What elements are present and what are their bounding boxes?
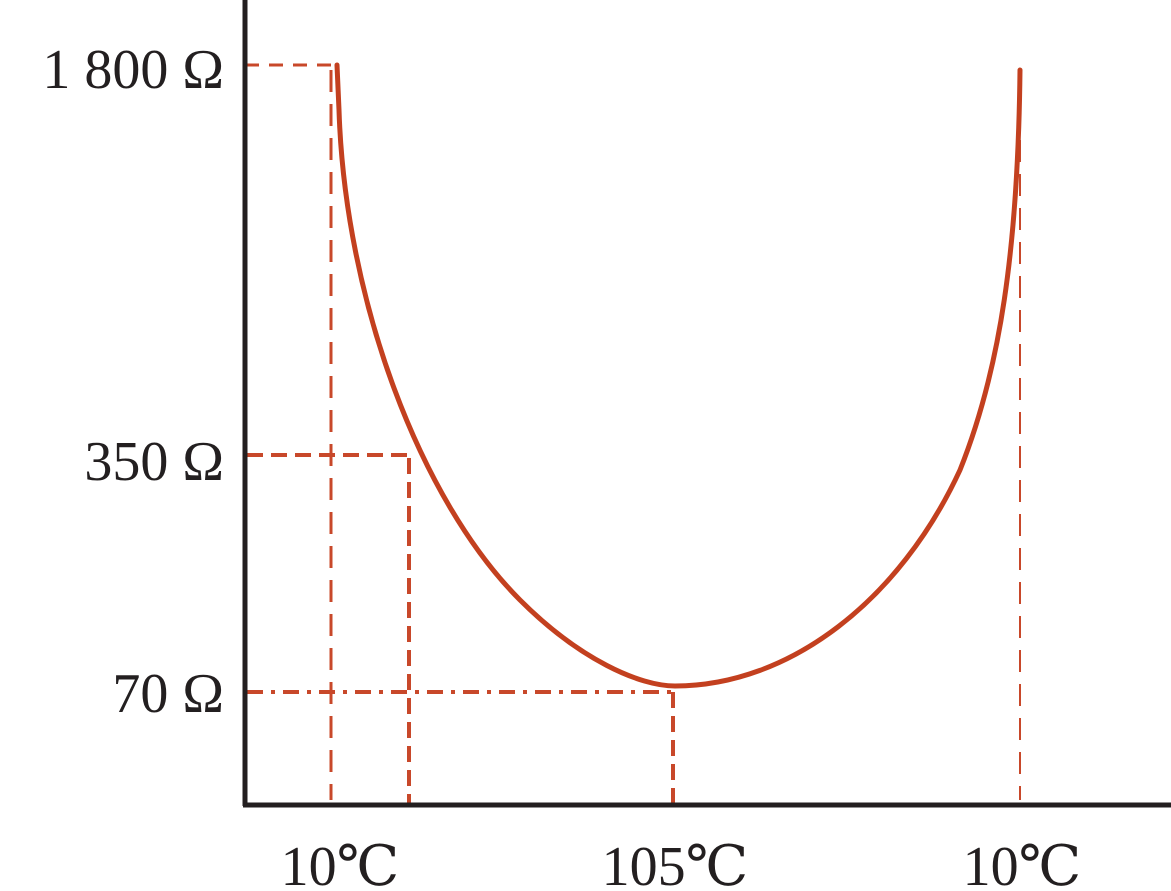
x-tick-label-right: 10℃ <box>963 836 1082 891</box>
y-tick-label-1800: 1 800 Ω <box>42 39 224 101</box>
resistance-curve <box>334 62 1023 689</box>
y-tick-label-350: 350 Ω <box>84 431 224 493</box>
guide-lines <box>245 63 1021 803</box>
x-tick-label-min: 105℃ <box>602 836 749 891</box>
x-tick-label-left: 10℃ <box>281 836 400 891</box>
y-tick-label-70: 70 Ω <box>112 663 224 725</box>
